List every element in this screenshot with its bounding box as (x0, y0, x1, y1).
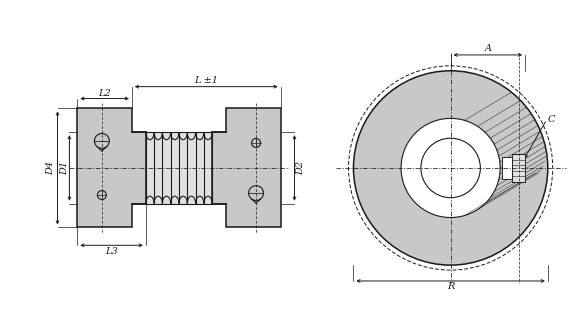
Circle shape (401, 118, 500, 217)
Text: D4: D4 (46, 161, 55, 175)
Polygon shape (512, 154, 525, 182)
Text: A: A (484, 44, 491, 53)
Text: C: C (548, 115, 555, 124)
Text: D2: D2 (296, 161, 305, 175)
Circle shape (353, 71, 548, 265)
Polygon shape (502, 157, 512, 179)
Text: L3: L3 (105, 247, 118, 256)
Text: L ±1: L ±1 (194, 76, 218, 85)
Circle shape (421, 138, 480, 198)
Text: D1: D1 (60, 161, 69, 175)
Text: R: R (447, 283, 455, 291)
Polygon shape (212, 109, 281, 227)
Polygon shape (77, 109, 146, 227)
Polygon shape (146, 132, 212, 204)
Text: L2: L2 (98, 89, 111, 98)
